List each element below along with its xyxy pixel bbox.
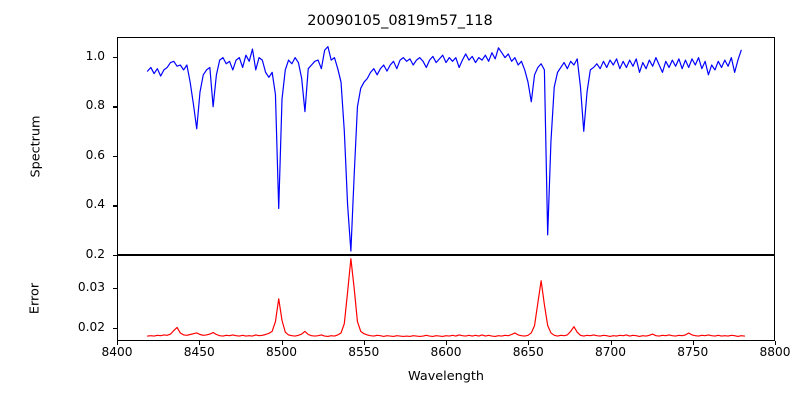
y-spectrum-tick-mark [113, 205, 117, 207]
spectrum-line-plot [146, 45, 742, 252]
x-tick-label: 8400 [101, 345, 133, 359]
x-tick-mark [692, 341, 694, 345]
y-spectrum-tick-label: 0.6 [0, 149, 105, 161]
page-title: 20090105_0819m57_118 [307, 13, 493, 29]
x-tick-label: 8700 [594, 345, 627, 359]
x-tick-mark [446, 341, 448, 345]
y-error-tick-mark [113, 328, 117, 330]
y-spectrum-tick-text: 0.6 [85, 147, 105, 162]
spectrum-data-line [146, 45, 742, 252]
y-spectrum-tick-text: 1.0 [85, 48, 105, 63]
y-spectrum-tick-mark [113, 56, 117, 58]
x-tick-mark [610, 341, 612, 345]
x-tick-label: 8750 [677, 345, 709, 359]
y-error-tick-label: 0.03 [0, 281, 105, 293]
x-tick-label: 8800 [759, 345, 791, 359]
x-tick-label: 8650 [512, 345, 544, 359]
y-error-tick-text: 0.03 [77, 279, 105, 294]
y-error-tick-text: 0.02 [77, 320, 105, 335]
x-tick-mark [363, 341, 365, 345]
x-tick-mark [775, 341, 777, 345]
y-spectrum-tick-label: 0.4 [0, 198, 105, 210]
error-line-plot [146, 258, 746, 338]
x-tick-mark [117, 341, 119, 345]
error-axes [117, 255, 775, 341]
y-error-tick-label: 0.02 [0, 321, 105, 333]
y-spectrum-tick-text: 0.8 [85, 98, 105, 113]
y-spectrum-tick-label: 1.0 [0, 50, 105, 62]
y-spectrum-tick-mark [113, 155, 117, 158]
y-spectrum-tick-text: 0.4 [85, 197, 105, 212]
x-tick-label: 8500 [265, 345, 298, 359]
x-axis-label: Wavelength [408, 369, 484, 384]
y-spectrum-tick-mark [113, 106, 117, 108]
x-tick-mark [528, 341, 530, 345]
x-tick-mark [199, 341, 201, 345]
error-data-line [146, 258, 746, 338]
y-spectrum-tick-mark [113, 255, 117, 257]
y-spectrum-tick-label: 0.2 [0, 248, 105, 260]
spectrum-axes [117, 37, 775, 255]
x-tick-label: 8450 [183, 345, 215, 359]
x-tick-mark [281, 341, 283, 345]
x-tick-label: 8550 [348, 345, 380, 359]
y-spectrum-tick-label: 0.8 [0, 99, 105, 111]
x-tick-label: 8600 [430, 345, 462, 359]
y-spectrum-tick-text: 0.2 [85, 247, 105, 261]
y-error-tick-mark [113, 287, 117, 290]
